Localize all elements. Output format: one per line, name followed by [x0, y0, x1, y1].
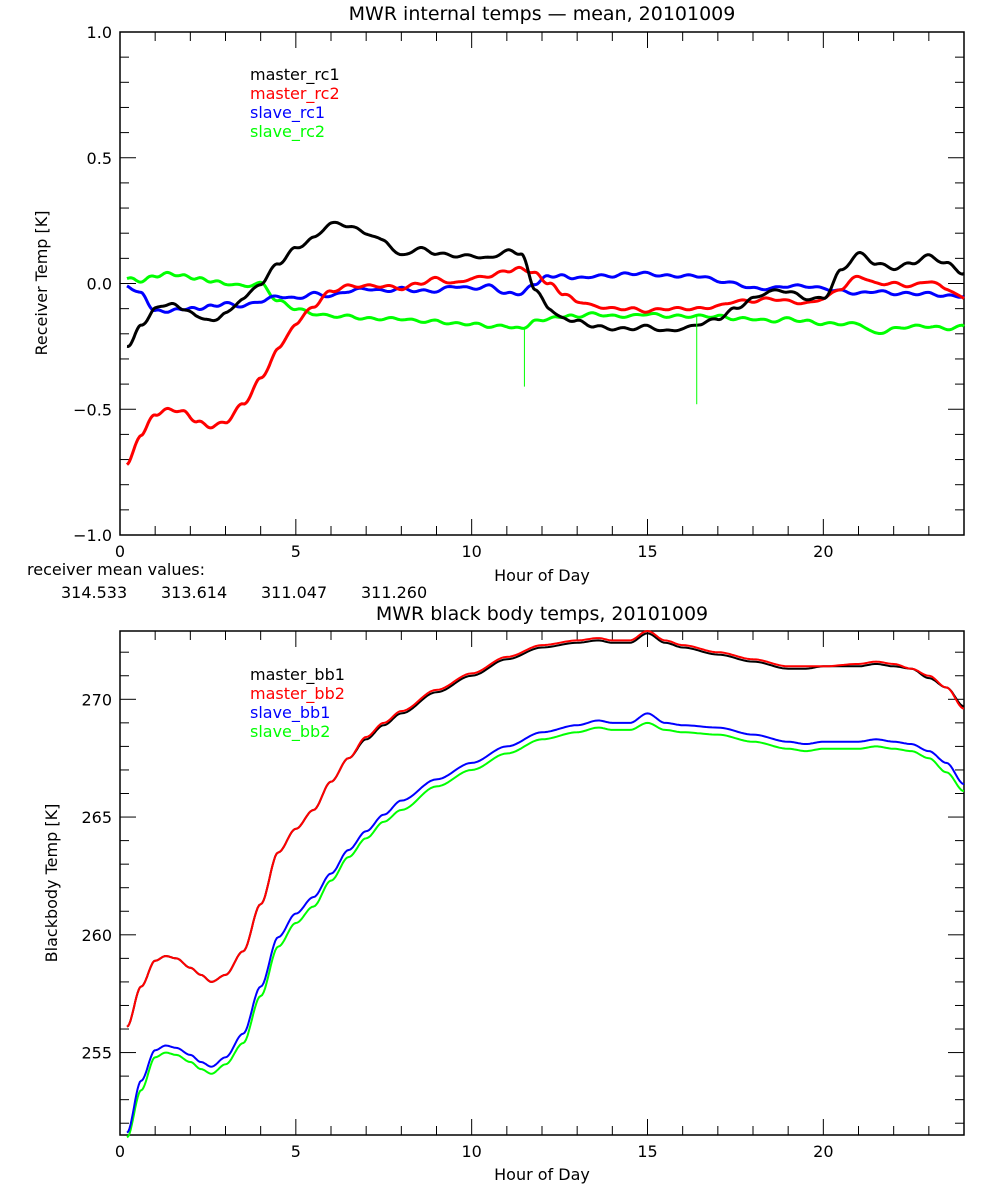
y-tick-labels: −1.0 −0.5 0.0 0.5 1.0	[73, 23, 112, 545]
x-tick-label: 5	[291, 542, 301, 561]
x-tick-labels: 0 5 10 15 20	[115, 542, 834, 561]
series-group	[125, 220, 965, 466]
legend-item-master-rc1: master_rc1	[250, 65, 340, 85]
legend-item-master-bb1: master_bb1	[250, 665, 345, 685]
x-tick-label: 10	[461, 542, 481, 561]
legend-item-slave-rc1: slave_rc1	[250, 103, 325, 123]
receiver-temp-chart: MWR internal temps — mean, 20101009 0 5 10…	[27, 3, 965, 602]
series-line-slave-bb1	[126, 712, 965, 1134]
x-tick-label: 0	[115, 1142, 125, 1161]
x-tick-label: 20	[813, 542, 833, 561]
y-axis-label: Receiver Temp [K]	[32, 210, 51, 355]
legend: master_bb1 master_bb2 slave_bb1 slave_bb…	[250, 665, 345, 742]
x-tick-label: 15	[637, 1142, 657, 1161]
y-tick-label: −0.5	[73, 400, 112, 419]
mean-values: receiver mean values: 314.533 313.614 31…	[27, 560, 427, 602]
legend-item-slave-bb2: slave_bb2	[250, 722, 330, 742]
y-tick-label: 255	[81, 1044, 112, 1063]
y-tick-label: −1.0	[73, 526, 112, 545]
x-tick-label: 20	[813, 1142, 833, 1161]
legend: master_rc1 master_rc2 slave_rc1 slave_rc…	[250, 65, 340, 142]
x-tick-label: 0	[115, 542, 125, 561]
series-line-slave-rc2	[126, 270, 965, 335]
series-line-slave-rc1	[126, 270, 965, 314]
series-line-master-bb2	[126, 630, 965, 1028]
legend-item-master-rc2: master_rc2	[250, 84, 340, 104]
blackbody-temp-chart: MWR black body temps, 20101009 0 5 10 15 20 …	[42, 603, 965, 1184]
plot-frame	[119, 630, 965, 1136]
y-tick-label: 0.5	[87, 149, 112, 168]
axis-ticks	[119, 631, 965, 1135]
y-tick-label: 270	[81, 690, 112, 709]
mean-value-master-rc2: 313.614	[161, 583, 227, 602]
legend-item-slave-bb1: slave_bb1	[250, 703, 330, 723]
plot-frame	[119, 31, 965, 536]
y-tick-label: 1.0	[87, 23, 112, 42]
legend-item-master-bb2: master_bb2	[250, 684, 345, 704]
y-axis-label: Blackbody Temp [K]	[42, 804, 61, 963]
x-axis-label: Hour of Day	[494, 1165, 590, 1184]
x-tick-labels: 0 5 10 15 20	[115, 1142, 834, 1161]
x-tick-label: 5	[291, 1142, 301, 1161]
y-tick-label: 0.0	[87, 275, 112, 294]
x-tick-label: 10	[461, 1142, 481, 1161]
y-tick-label: 265	[81, 808, 112, 827]
mean-value-slave-rc2: 311.260	[361, 583, 427, 602]
y-tick-labels: 255 260 265 270	[81, 690, 112, 1062]
series-line-master-rc2	[125, 265, 965, 466]
y-tick-label: 260	[81, 926, 112, 945]
x-tick-label: 15	[637, 542, 657, 561]
x-axis-label: Hour of Day	[494, 566, 590, 585]
mean-values-label: receiver mean values:	[27, 560, 205, 579]
mean-value-master-rc1: 314.533	[61, 583, 127, 602]
series-line-slave-bb2	[126, 721, 965, 1139]
series-group	[126, 630, 965, 1139]
series-line-master-rc1	[126, 220, 965, 348]
mean-value-slave-rc1: 311.047	[261, 583, 327, 602]
axis-ticks	[119, 31, 965, 536]
chart-title: MWR black body temps, 20101009	[376, 603, 708, 625]
chart-title: MWR internal temps — mean, 20101009	[349, 3, 736, 25]
legend-item-slave-rc2: slave_rc2	[250, 122, 325, 142]
